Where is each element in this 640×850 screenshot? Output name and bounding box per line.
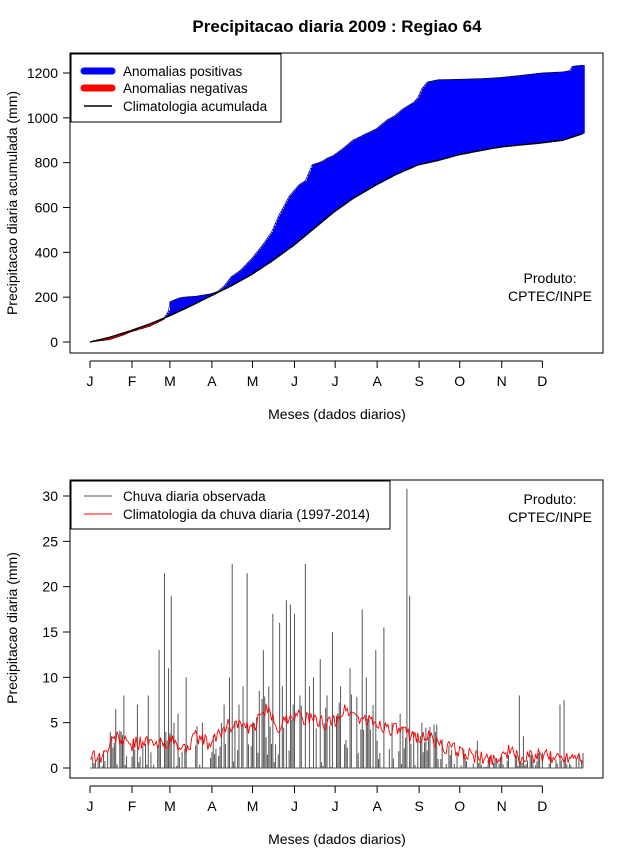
y-tick-label: 800: [35, 155, 59, 171]
legend-label-observed: Chuva diaria observada: [123, 489, 266, 504]
y-tick-label: 0: [50, 334, 58, 350]
x-axis-label: Meses (dados diarios): [268, 406, 406, 422]
credit-label: Produto:: [524, 270, 577, 286]
x-tick-label: M: [164, 373, 176, 389]
credit-org: CPTEC/INPE: [508, 509, 592, 525]
x-tick-label: M: [247, 798, 259, 814]
x-tick-label: N: [497, 798, 507, 814]
observed-cumulative-line: [89, 64, 584, 343]
x-tick-label: O: [454, 373, 465, 389]
chart-title: Precipitacao diaria 2009 : Regiao 64: [192, 17, 482, 36]
x-tick-label: O: [454, 798, 465, 814]
observed-daily-bars: [90, 488, 584, 769]
daily-panel: 0 5 10 15 20 25 30 J F M A M J J A S O N D Precipitacao d…: [4, 479, 604, 847]
y-tick-label: 600: [35, 200, 59, 216]
x-tick-label: J: [87, 373, 94, 389]
x-tick-label: F: [128, 373, 137, 389]
legend-box: [70, 480, 391, 530]
x-tick-label: M: [164, 798, 176, 814]
y-axis-label: Precipitacao diaria (mm): [4, 552, 20, 704]
y-tick-label: 10: [42, 669, 58, 685]
y-tick-label: 20: [42, 579, 58, 595]
x-tick-label: D: [537, 373, 547, 389]
x-tick-label: N: [497, 373, 507, 389]
x-tick-label: J: [332, 373, 339, 389]
plot-frame: [69, 479, 604, 779]
y-tick-label: 400: [35, 244, 59, 260]
x-axis-label: Meses (dados diarios): [268, 831, 406, 847]
legend-label-climatology: Climatologia acumulada: [123, 99, 268, 114]
x-tick-label: J: [291, 798, 298, 814]
x-tick-label: M: [247, 373, 259, 389]
legend: Chuva diaria observada Climatologia da c…: [70, 480, 391, 530]
positive-anomaly-area: [164, 65, 585, 318]
x-tick-label: D: [537, 798, 547, 814]
x-tick-label: A: [207, 373, 217, 389]
plot-frame: [69, 52, 604, 354]
cumulative-panel: 0 200 400 600 800 1000 1200 J F M A M J J A S O N D Preci…: [4, 52, 604, 422]
x-tick-label: S: [414, 798, 423, 814]
daily-climatology-line: [90, 703, 584, 766]
x-tick-label: F: [128, 798, 137, 814]
y-axis: 0 5 10 15 20 25 30: [42, 488, 70, 776]
x-tick-label: A: [372, 373, 382, 389]
climatology-cumulative-line: [89, 132, 584, 343]
credit-label: Produto:: [524, 491, 577, 507]
y-tick-label: 1200: [27, 65, 58, 81]
legend-label-negative: Anomalias negativas: [123, 81, 248, 96]
x-tick-label: A: [207, 798, 217, 814]
x-tick-label: J: [87, 798, 94, 814]
y-axis-label: Precipitacao diaria acumulada (mm): [4, 91, 20, 315]
credit-org: CPTEC/INPE: [508, 288, 592, 304]
y-tick-label: 0: [50, 760, 58, 776]
x-tick-label: A: [372, 798, 382, 814]
legend: Anomalias positivas Anomalias negativas …: [70, 53, 282, 123]
y-tick-label: 30: [42, 488, 58, 504]
y-tick-label: 15: [42, 624, 58, 640]
y-tick-label: 200: [35, 289, 59, 305]
x-tick-label: J: [332, 798, 339, 814]
legend-label-positive: Anomalias positivas: [123, 64, 243, 79]
y-axis: 0 200 400 600 800 1000 1200: [27, 65, 70, 350]
y-tick-label: 25: [42, 533, 58, 549]
x-tick-label: S: [414, 373, 423, 389]
x-tick-label: J: [291, 373, 298, 389]
legend-label-climatology: Climatologia da chuva diaria (1997-2014): [123, 507, 370, 522]
y-tick-label: 1000: [27, 110, 58, 126]
y-tick-label: 5: [50, 715, 58, 731]
